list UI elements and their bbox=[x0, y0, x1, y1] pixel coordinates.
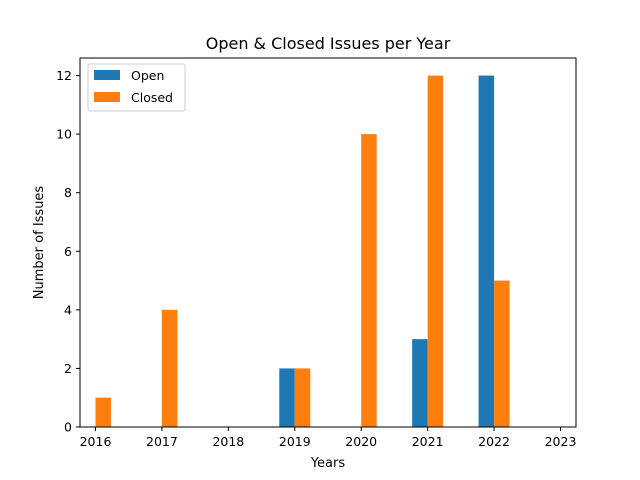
bar-open-2021 bbox=[412, 339, 428, 427]
x-tick-label: 2018 bbox=[212, 434, 244, 449]
legend-swatch-open bbox=[94, 70, 120, 80]
y-tick-label: 2 bbox=[64, 361, 72, 376]
x-axis-label: Years bbox=[310, 456, 346, 471]
bar-open-2022 bbox=[478, 75, 495, 428]
bars-layer bbox=[95, 75, 510, 428]
legend: Open Closed bbox=[87, 63, 186, 112]
bar-closed-2016 bbox=[95, 397, 111, 427]
x-axis-ticks: 2016 2017 2018 2019 2020 2021 2022 2023 bbox=[80, 427, 577, 449]
bar-closed-2019 bbox=[294, 368, 311, 427]
legend-label-open: Open bbox=[131, 68, 164, 83]
x-tick-label: 2016 bbox=[80, 434, 112, 449]
y-tick-label: 4 bbox=[64, 302, 72, 317]
x-tick-label: 2022 bbox=[478, 434, 510, 449]
legend-label-closed: Closed bbox=[131, 90, 173, 105]
y-tick-label: 8 bbox=[64, 185, 72, 200]
bar-closed-2017 bbox=[161, 309, 178, 427]
chart-title: Open & Closed Issues per Year bbox=[206, 34, 451, 53]
x-tick-label: 2023 bbox=[545, 434, 577, 449]
x-tick-label: 2021 bbox=[412, 434, 444, 449]
y-tick-label: 10 bbox=[56, 127, 72, 142]
legend-swatch-closed bbox=[94, 92, 120, 102]
bar-open-2019 bbox=[279, 368, 295, 427]
x-tick-label: 2019 bbox=[279, 434, 311, 449]
bar-closed-2020 bbox=[361, 134, 377, 427]
y-axis-label: Number of Issues bbox=[32, 186, 47, 300]
bar-closed-2022 bbox=[494, 280, 510, 427]
y-tick-label: 6 bbox=[64, 244, 72, 259]
x-tick-label: 2017 bbox=[146, 434, 178, 449]
y-tick-label: 12 bbox=[56, 68, 72, 83]
y-axis-ticks: 0 2 4 6 8 10 12 bbox=[56, 68, 80, 435]
x-tick-label: 2020 bbox=[345, 434, 377, 449]
y-tick-label: 0 bbox=[64, 420, 72, 435]
plot-frame bbox=[79, 57, 577, 428]
bar-closed-2021 bbox=[427, 75, 444, 428]
